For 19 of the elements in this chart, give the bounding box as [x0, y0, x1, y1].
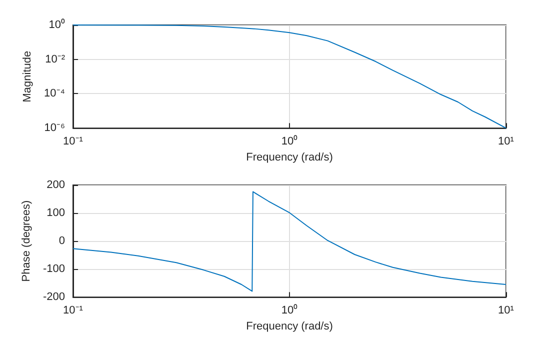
y-axis-title: Magnitude — [22, 50, 34, 102]
x-tick-label: 10⁰ — [281, 134, 298, 148]
y-tick-label: -100 — [42, 263, 65, 276]
x-tick-label: 10⁻¹ — [63, 136, 84, 148]
y-tick-label: 10⁻² — [45, 53, 66, 66]
x-tick-label: 10⁰ — [281, 304, 298, 317]
x-tick-label: 10¹ — [498, 304, 514, 317]
y-axis-title: Phase (degrees) — [20, 200, 33, 282]
x-axis-title: Frequency (rad/s) — [246, 320, 333, 332]
y-tick-label: 10⁻⁶ — [44, 122, 65, 134]
y-tick-label: 10⁻⁴ — [44, 88, 66, 100]
y-tick-label: 0 — [58, 235, 65, 248]
y-tick-label: -200 — [42, 291, 65, 304]
y-tick-label: 10⁰ — [48, 18, 65, 31]
y-tick-label: 100 — [46, 207, 65, 220]
y-tick-label: 200 — [46, 179, 65, 191]
x-tick-label: 10¹ — [498, 136, 514, 148]
x-axis-title: Frequency (rad/s) — [246, 152, 333, 164]
x-tick-label: 10⁻¹ — [63, 304, 84, 317]
